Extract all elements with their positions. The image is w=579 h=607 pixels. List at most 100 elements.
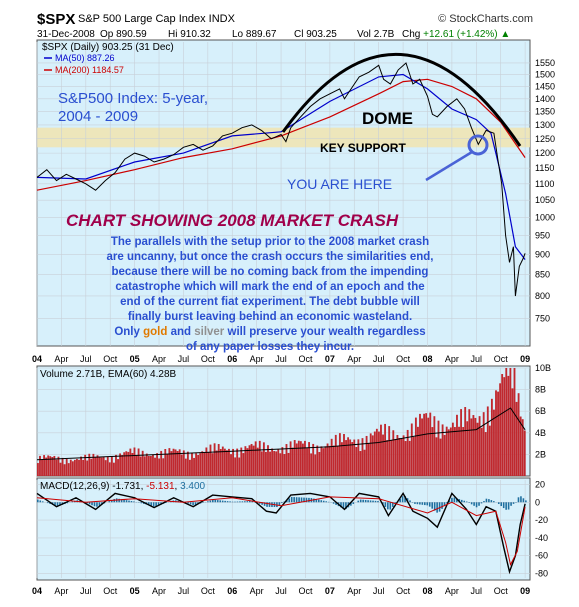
quote-value: 890.59 xyxy=(116,29,147,40)
volume-bar xyxy=(392,430,395,476)
quote-change: Chg +12.61 (+1.42%) ▲ xyxy=(402,29,510,40)
volume-bar xyxy=(149,456,152,476)
x-tick-label: Apr xyxy=(347,586,361,596)
histogram-bar xyxy=(209,500,212,503)
volume-bar xyxy=(121,455,124,476)
x-tick-label: 09 xyxy=(520,354,530,364)
volume-bar xyxy=(449,427,452,476)
histogram-bar xyxy=(318,499,320,503)
watermark[interactable]: © StockCharts.com xyxy=(438,13,533,25)
x-tick-label: Oct xyxy=(494,354,509,364)
volume-bar xyxy=(221,446,224,476)
volume-bar xyxy=(314,454,317,476)
histogram-bar xyxy=(246,501,249,503)
volume-bar xyxy=(493,409,495,476)
quote-label: Cl xyxy=(294,29,304,40)
volume-bar xyxy=(113,462,115,476)
volume-bar xyxy=(373,431,376,476)
volume-bar xyxy=(464,407,467,476)
volume-bar xyxy=(98,456,101,476)
volume-bar xyxy=(182,450,185,476)
volume-bar xyxy=(45,457,48,476)
histogram-bar xyxy=(342,502,345,509)
histogram-bar xyxy=(229,501,231,503)
x-tick-label: 06 xyxy=(227,586,237,596)
volume-bar xyxy=(304,440,306,476)
histogram-bar xyxy=(263,502,266,506)
y-tick-label: 900 xyxy=(535,249,550,259)
histogram-bar xyxy=(41,501,44,503)
volume-bar xyxy=(369,433,372,476)
histogram-bar xyxy=(485,498,488,503)
y-tick-label: 1450 xyxy=(535,81,555,91)
x-tick-label: Apr xyxy=(152,586,166,596)
histogram-bar xyxy=(234,501,236,503)
y-tick-label: 0 xyxy=(535,497,540,507)
volume-bar xyxy=(170,451,173,476)
histogram-bar xyxy=(320,500,323,503)
volume-bar xyxy=(351,442,354,476)
volume-bar xyxy=(201,451,204,476)
volume-bar xyxy=(503,377,506,476)
histogram-bar xyxy=(473,502,475,506)
volume-bar xyxy=(76,458,78,476)
volume-bar xyxy=(199,453,202,476)
histogram-bar xyxy=(37,499,39,503)
volume-bar xyxy=(141,450,144,476)
macd-value: -1.731 xyxy=(112,481,141,492)
volume-bar xyxy=(462,427,465,476)
histogram-bar xyxy=(258,502,261,504)
histogram-bar xyxy=(362,499,364,503)
volume-bar xyxy=(129,448,132,476)
y-tick-label: -60 xyxy=(535,551,548,561)
volume-ema-line xyxy=(36,407,526,461)
volume-bar xyxy=(271,448,274,476)
volume-bar xyxy=(244,446,247,476)
volume-bar xyxy=(380,424,382,476)
histogram-bar xyxy=(409,500,411,503)
x-tick-label: 07 xyxy=(325,354,335,364)
histogram-bar xyxy=(226,501,229,503)
volume-bar xyxy=(242,453,245,476)
volume-bar xyxy=(184,458,187,476)
volume-bar xyxy=(488,425,491,476)
histogram-bar xyxy=(350,502,352,506)
y-tick-label: -20 xyxy=(535,515,548,525)
volume-bar xyxy=(445,426,448,476)
x-tick-label: 04 xyxy=(32,354,42,364)
histogram-bar xyxy=(446,502,448,504)
histogram-bar xyxy=(39,500,42,503)
volume-bar xyxy=(517,393,520,476)
volume-bar xyxy=(336,446,339,476)
y-tick-label: 750 xyxy=(535,314,550,324)
histogram-bar xyxy=(352,502,355,505)
volume-bar xyxy=(195,453,198,476)
histogram-bar xyxy=(165,502,167,503)
volume-bar xyxy=(180,454,183,476)
volume-bar xyxy=(439,438,442,476)
volume-bar xyxy=(166,454,169,476)
paragraph-word: and xyxy=(171,326,191,338)
histogram-bar xyxy=(120,499,123,503)
volume-bar xyxy=(86,460,89,476)
quote-volume: Vol 2.7B xyxy=(357,29,394,40)
volume-bar xyxy=(240,447,243,476)
histogram-bar xyxy=(91,502,93,506)
histogram-bar xyxy=(298,497,300,503)
volume-bar xyxy=(110,456,113,476)
histogram-bar xyxy=(244,501,246,503)
volume-bar xyxy=(61,457,64,476)
histogram-bar xyxy=(236,501,239,503)
volume-bar xyxy=(172,448,175,476)
volume-bar xyxy=(100,457,103,476)
quote-value: 889.67 xyxy=(245,29,277,40)
x-tick-label: Jul xyxy=(178,586,190,596)
volume-bar xyxy=(147,455,150,476)
y-tick-label: 1550 xyxy=(535,58,555,68)
volume-bar xyxy=(328,445,331,476)
volume-bar xyxy=(174,449,177,476)
histogram-bar xyxy=(505,502,507,510)
y-tick-label: 1250 xyxy=(535,134,555,144)
volume-bar xyxy=(104,460,107,476)
volume-bar xyxy=(254,441,257,476)
